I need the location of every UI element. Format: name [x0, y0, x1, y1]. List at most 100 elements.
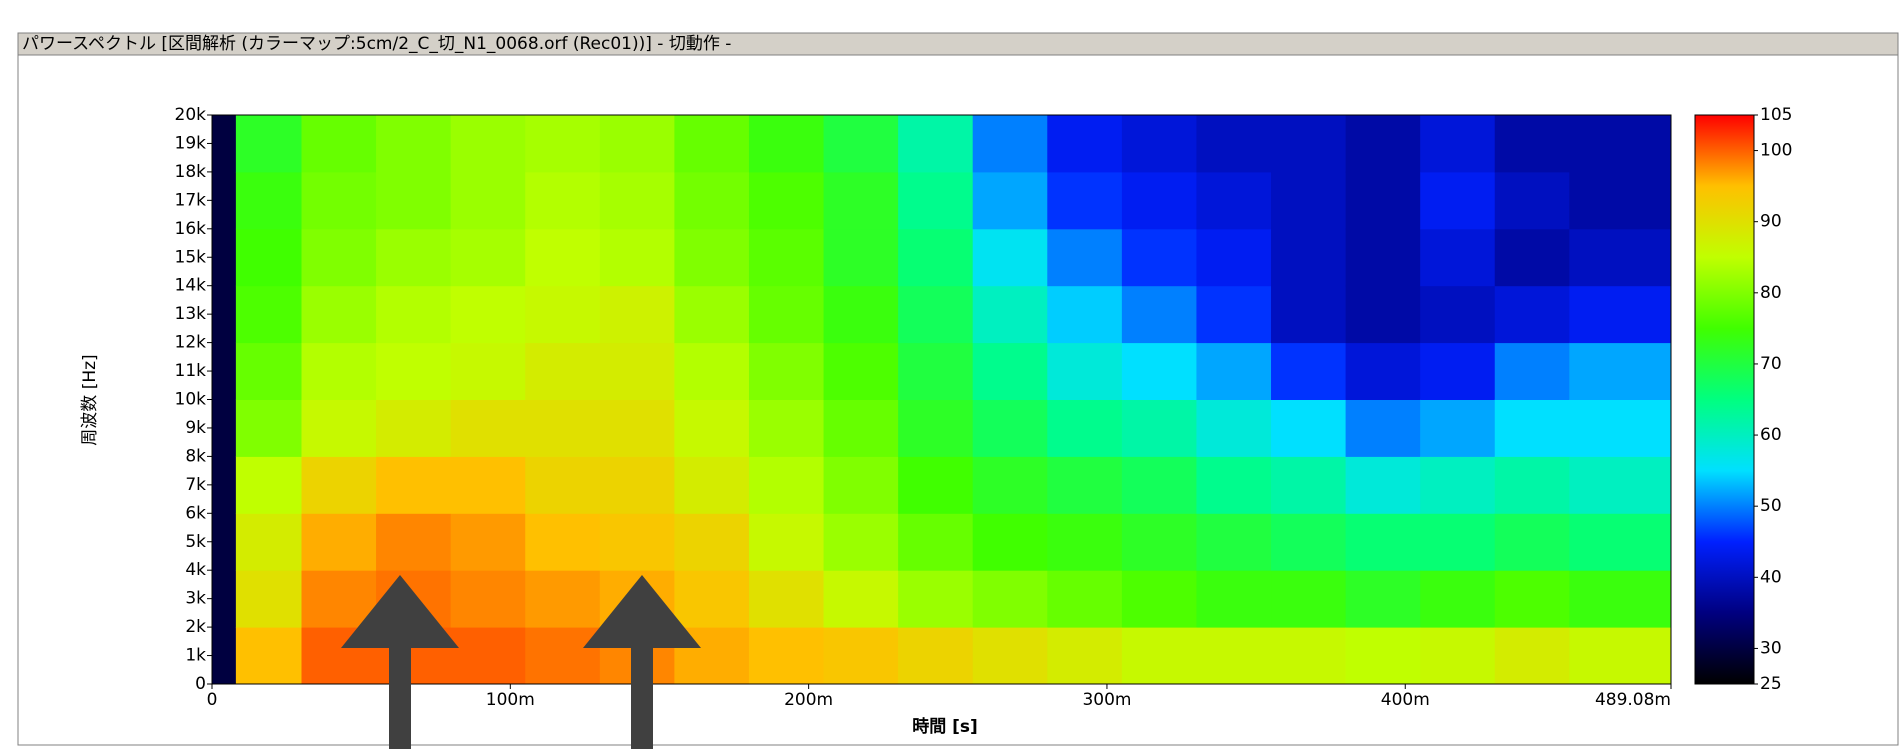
heatmap-cell [1196, 115, 1272, 173]
heatmap-cell [1494, 627, 1570, 685]
heatmap-cell [599, 399, 675, 457]
heatmap-cell [823, 456, 899, 514]
heatmap-cell [1047, 399, 1123, 457]
heatmap-cell [674, 285, 750, 344]
heatmap-cell [748, 513, 825, 571]
heatmap-cell [1569, 171, 1672, 230]
heatmap-cell [674, 513, 750, 571]
heatmap-cell [1196, 228, 1272, 287]
heatmap-cell [674, 171, 750, 230]
heatmap-cell [1121, 627, 1197, 685]
heatmap-cell [301, 570, 377, 628]
colorbar-tick-label: 100 [1760, 141, 1792, 161]
heatmap-cell [898, 228, 974, 287]
heatmap-cell [599, 228, 675, 287]
heatmap-cell [1569, 570, 1672, 628]
heatmap-cell [1494, 456, 1570, 514]
heatmap-cell [823, 342, 899, 400]
heatmap-cell [376, 456, 452, 514]
x-tick-label: 100m [486, 690, 535, 710]
y-tick-label: 4k [185, 560, 206, 580]
y-tick-label: 0 [195, 674, 206, 694]
heatmap-cell [972, 513, 1048, 571]
colorbar-tick-label: 105 [1760, 105, 1792, 125]
heatmap-cell [1420, 171, 1496, 230]
heatmap-cell [1047, 456, 1123, 514]
y-tick-label: 13k [175, 304, 207, 324]
heatmap-cell [212, 570, 237, 628]
y-tick-label: 11k [175, 361, 207, 381]
heatmap-cell [898, 399, 974, 457]
heatmap-cell [972, 456, 1048, 514]
colorbar-tick-label: 80 [1760, 283, 1782, 303]
heatmap-cell [1345, 456, 1421, 514]
heatmap-cell [1420, 342, 1496, 400]
heatmap-cell [525, 228, 601, 287]
heatmap-cell [1494, 399, 1570, 457]
x-tick-label: 489.08m [1595, 690, 1671, 710]
heatmap-cell [450, 399, 526, 457]
heatmap-cell [972, 228, 1048, 287]
heatmap-cell [1345, 171, 1421, 230]
heatmap-cell [748, 570, 825, 628]
heatmap-cell [898, 456, 974, 514]
colorbar-tick-label: 70 [1760, 354, 1782, 374]
heatmap-cell [376, 513, 452, 571]
heatmap-cell [1420, 456, 1496, 514]
heatmap-cell [301, 115, 377, 173]
heatmap-cell [898, 285, 974, 344]
heatmap-cell [376, 342, 452, 400]
heatmap-cell [823, 228, 899, 287]
heatmap-cell [376, 115, 452, 173]
heatmap-cell [235, 570, 302, 628]
x-tick-label: 300m [1082, 690, 1131, 710]
heatmap-cell [599, 115, 675, 173]
heatmap-cell [972, 399, 1048, 457]
heatmap-cell [1196, 570, 1272, 628]
heatmap-cell [748, 627, 825, 685]
heatmap-cell [525, 115, 601, 173]
heatmap-cell [1494, 513, 1570, 571]
heatmap-cell [525, 570, 601, 628]
heatmap-cell [1345, 342, 1421, 400]
heatmap-cell [376, 399, 452, 457]
heatmap-cell [748, 285, 825, 344]
heatmap-cell [301, 171, 377, 230]
heatmap-cell [1569, 228, 1672, 287]
heatmap-cell [235, 115, 302, 173]
heatmap-cell [1569, 342, 1672, 400]
heatmap-cell [599, 456, 675, 514]
heatmap-cell [1569, 513, 1672, 571]
colorbar [1694, 114, 1755, 685]
heatmap-cell [823, 115, 899, 173]
heatmap-cell [674, 342, 750, 400]
heatmap-cell [235, 456, 302, 514]
heatmap-cell [674, 456, 750, 514]
heatmap-cell [1047, 570, 1123, 628]
heatmap-cell [1420, 513, 1496, 571]
y-tick-label: 14k [175, 276, 207, 296]
heatmap-cell [376, 228, 452, 287]
heatmap-cell [1047, 627, 1123, 685]
heatmap-cell [1271, 513, 1347, 571]
heatmap-cell [748, 115, 825, 173]
heatmap-cell [1569, 115, 1672, 173]
heatmap-cell [525, 171, 601, 230]
heatmap-cell [823, 171, 899, 230]
heatmap-cell [1345, 399, 1421, 457]
heatmap-cell [674, 399, 750, 457]
y-tick-label: 9k [185, 418, 206, 438]
heatmap-cell [748, 342, 825, 400]
x-tick-label: 400m [1381, 690, 1430, 710]
heatmap-cell [212, 627, 237, 685]
x-tick-label: 0 [207, 690, 218, 710]
heatmap-cell [212, 115, 237, 173]
heatmap-cell [1271, 115, 1347, 173]
heatmap-cell [450, 456, 526, 514]
y-tick-label: 5k [185, 532, 206, 552]
heatmap-cell [898, 513, 974, 571]
plot: 0 1k 2k 3k 4k 5k 6k 7k 8k 9k 10k 11k 12k 13k 14k 15k 16k… [175, 105, 1793, 710]
heatmap-cell [450, 285, 526, 344]
heatmap-cell [1569, 627, 1672, 685]
